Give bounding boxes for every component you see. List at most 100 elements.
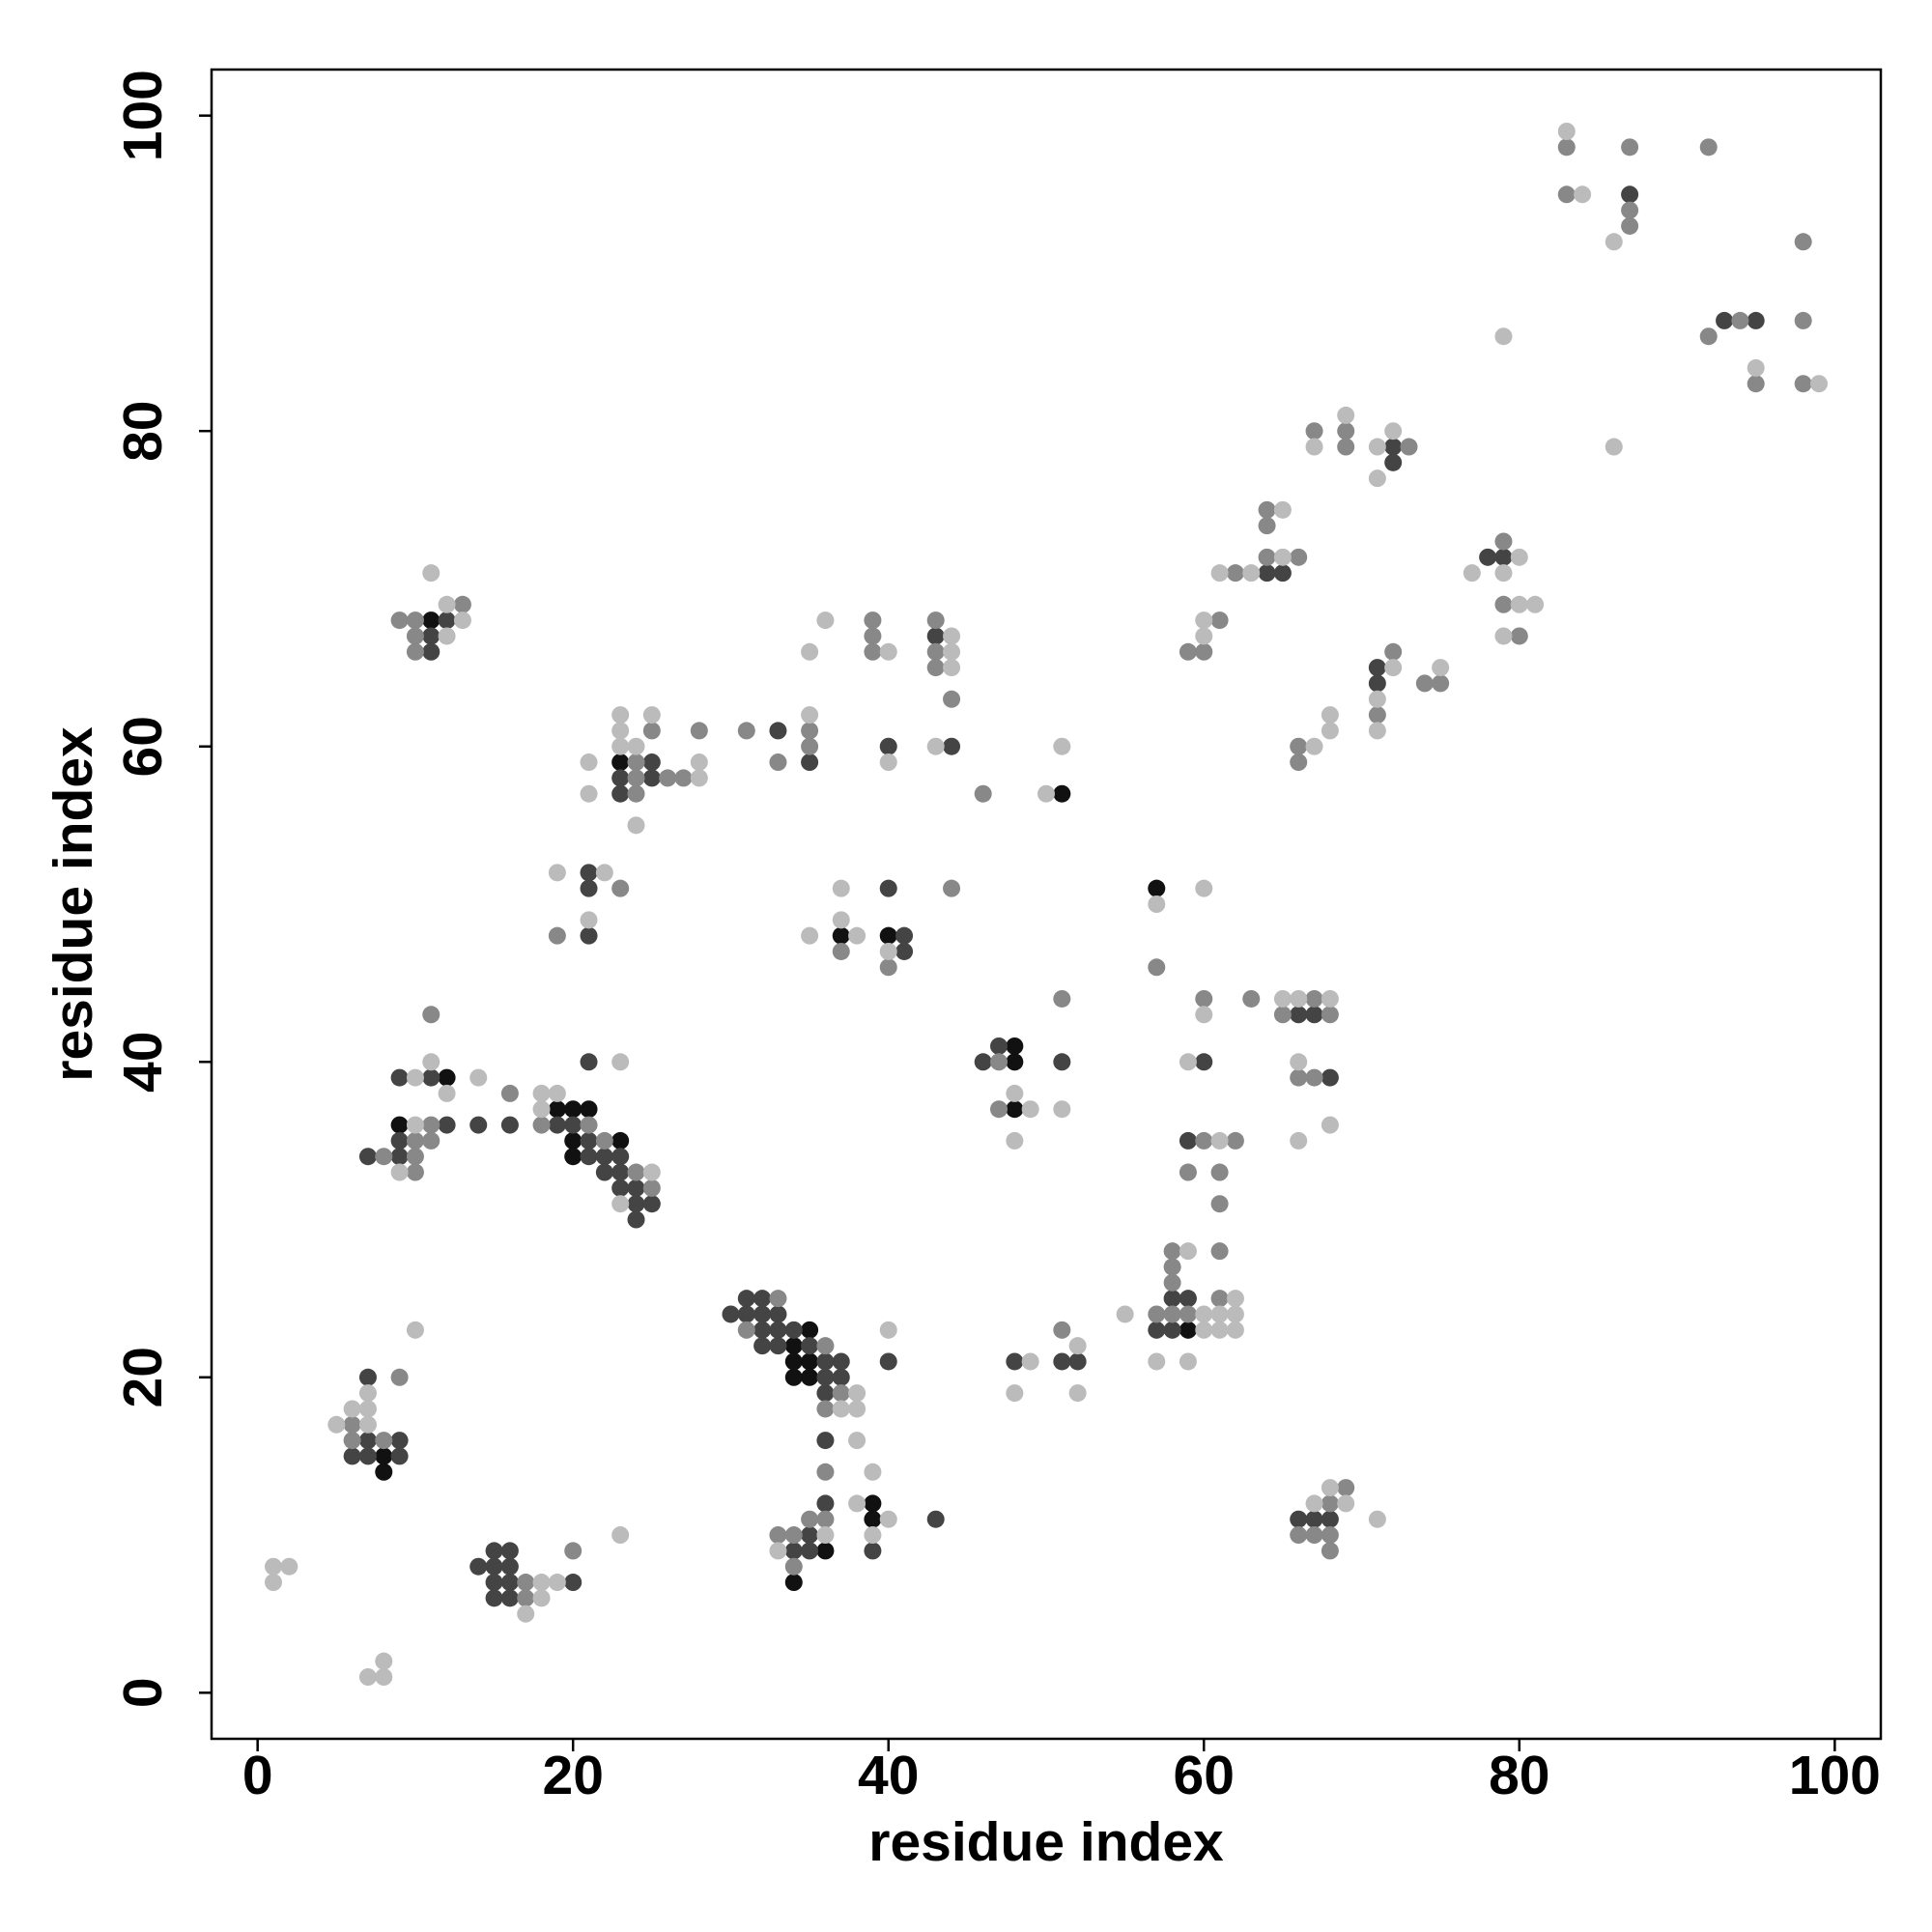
point: [485, 1589, 503, 1607]
point: [1321, 1479, 1339, 1497]
point: [1305, 1494, 1323, 1513]
point: [1699, 327, 1718, 346]
point: [627, 784, 645, 803]
point: [722, 1305, 740, 1323]
point: [611, 1526, 630, 1545]
point: [580, 1116, 598, 1134]
point: [1195, 1053, 1213, 1071]
point: [390, 611, 409, 630]
x-tick-label: 0: [242, 1745, 273, 1806]
point: [1794, 233, 1812, 251]
point: [564, 1116, 582, 1134]
point: [1195, 611, 1213, 630]
point: [801, 737, 819, 755]
point: [801, 1510, 819, 1528]
point: [390, 1116, 409, 1134]
point: [1479, 548, 1497, 566]
point: [406, 611, 424, 630]
point: [1494, 564, 1513, 582]
point: [769, 722, 787, 740]
point: [627, 769, 645, 787]
point: [1384, 642, 1403, 661]
point: [1384, 659, 1403, 677]
point: [816, 611, 835, 630]
point: [801, 1352, 819, 1371]
point: [358, 1400, 377, 1418]
point: [816, 1510, 835, 1528]
point: [548, 1116, 566, 1134]
point: [358, 1384, 377, 1403]
point: [1148, 958, 1166, 977]
point: [832, 911, 850, 929]
point: [390, 1131, 409, 1150]
point: [753, 1305, 772, 1323]
point: [1794, 375, 1812, 393]
point: [517, 1605, 535, 1623]
point: [1574, 185, 1592, 204]
point: [1290, 1526, 1308, 1545]
point: [1368, 690, 1386, 708]
point: [406, 627, 424, 645]
point: [784, 1337, 803, 1355]
point: [753, 1321, 772, 1339]
point: [879, 958, 897, 977]
point: [1557, 123, 1576, 140]
point: [1258, 500, 1276, 519]
point: [1210, 611, 1229, 630]
point: [1290, 1131, 1308, 1150]
point: [564, 1542, 582, 1560]
point: [1337, 422, 1355, 440]
point: [1210, 1290, 1229, 1308]
point: [469, 1116, 488, 1134]
point: [769, 753, 787, 772]
point: [1210, 1305, 1229, 1323]
point: [864, 642, 882, 661]
point: [642, 753, 661, 772]
point: [611, 1179, 630, 1197]
point: [564, 1574, 582, 1592]
point: [690, 769, 708, 787]
point: [1305, 989, 1323, 1008]
point: [1148, 1352, 1166, 1371]
point: [611, 784, 630, 803]
point: [801, 1337, 819, 1355]
point: [611, 1053, 630, 1071]
point: [627, 1163, 645, 1181]
point: [375, 1148, 393, 1166]
point: [406, 1116, 424, 1134]
point: [1290, 548, 1308, 566]
point: [1747, 375, 1765, 393]
point: [974, 1053, 992, 1071]
point: [580, 1100, 598, 1119]
point: [548, 1084, 566, 1102]
point: [627, 1210, 645, 1229]
point: [1273, 564, 1292, 582]
point: [943, 690, 961, 708]
point: [1163, 1242, 1181, 1261]
point: [1163, 1273, 1181, 1292]
point: [1195, 1131, 1213, 1150]
point: [801, 753, 819, 772]
point: [1179, 1053, 1197, 1071]
point: [438, 611, 456, 630]
point: [327, 1415, 346, 1434]
point: [580, 753, 598, 772]
point: [1195, 1006, 1213, 1024]
point: [422, 627, 440, 645]
point: [500, 1589, 519, 1607]
point: [1273, 989, 1292, 1008]
point: [1006, 1084, 1024, 1102]
point: [753, 1290, 772, 1308]
point: [848, 1384, 867, 1403]
point: [422, 1116, 440, 1134]
point: [1337, 1494, 1355, 1513]
point: [1242, 564, 1261, 582]
point: [1179, 1305, 1197, 1323]
point: [1494, 627, 1513, 645]
y-tick-label: 40: [112, 1032, 174, 1093]
point: [580, 1148, 598, 1166]
point: [517, 1574, 535, 1592]
point: [580, 1053, 598, 1071]
point: [1195, 642, 1213, 661]
point: [895, 926, 914, 945]
